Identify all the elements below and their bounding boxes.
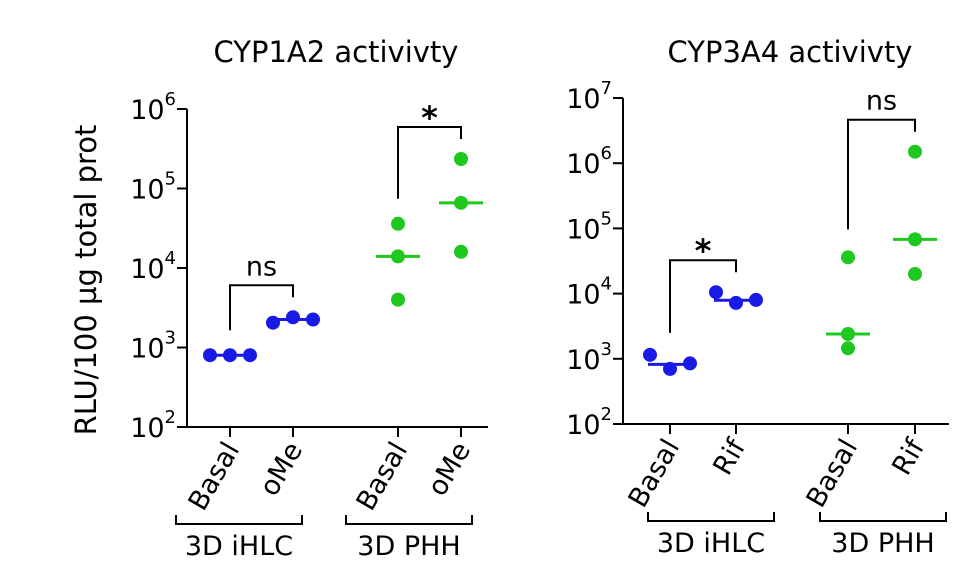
tick-base: 10 <box>566 214 600 245</box>
y-axis-label: RLU/100 µg total prot <box>69 125 103 436</box>
tick-base: 10 <box>130 413 164 444</box>
tick-base: 10 <box>130 95 164 126</box>
group-label: 3D PHH <box>357 531 460 562</box>
x-category-label: oMe <box>254 437 309 501</box>
y-tick-label: 103 <box>566 339 612 376</box>
significance-bracket <box>229 284 294 331</box>
x-category-label: Basal <box>623 434 686 513</box>
tick-base: 10 <box>566 280 600 311</box>
data-point <box>454 244 468 259</box>
data-point <box>286 310 300 325</box>
significance-label: * <box>695 232 712 270</box>
significance-label: ns <box>246 251 277 282</box>
data-point <box>729 295 743 310</box>
y-tick-label: 102 <box>130 407 176 444</box>
y-tick-label: 104 <box>566 274 612 311</box>
y-tick-label: 106 <box>130 89 176 126</box>
group-label: 3D iHLC <box>185 531 293 562</box>
data-point <box>709 285 723 300</box>
data-point <box>908 144 922 159</box>
group-bracket <box>345 515 473 525</box>
significance-bracket <box>847 118 916 230</box>
group-bracket <box>647 512 775 522</box>
data-point <box>391 292 405 307</box>
tick-exponent: 2 <box>601 404 612 425</box>
data-point <box>841 250 855 265</box>
x-category-label: Rif <box>886 433 931 481</box>
tick-exponent: 2 <box>165 407 176 428</box>
data-point <box>454 152 468 167</box>
significance-label: * <box>421 99 438 137</box>
data-point <box>266 315 280 330</box>
tick-base: 10 <box>566 149 600 180</box>
x-category-label: Rif <box>707 433 752 481</box>
x-category-label: oMe <box>422 437 477 501</box>
tick-base: 10 <box>130 254 164 285</box>
group-bracket <box>819 512 947 522</box>
y-tick-label: 102 <box>566 404 612 441</box>
tick-base: 10 <box>566 345 600 376</box>
group-bracket <box>175 515 303 525</box>
cyp1a2-panel: CYP1A2 activivty RLU/100 µg total prot 1… <box>69 35 488 562</box>
significance-bracket <box>669 259 737 333</box>
significance-label: ns <box>866 86 897 117</box>
x-category-label: Basal <box>183 437 246 516</box>
data-point <box>908 266 922 281</box>
data-point <box>391 216 405 231</box>
significance-bracket <box>397 126 462 199</box>
data-point <box>643 347 657 362</box>
group-label: 3D iHLC <box>657 528 765 559</box>
y-tick-label: 104 <box>130 248 176 285</box>
data-point <box>841 341 855 356</box>
tick-exponent: 7 <box>601 78 612 99</box>
tick-exponent: 3 <box>601 339 612 360</box>
tick-exponent: 5 <box>165 169 176 190</box>
cyp3a4-title: CYP3A4 activivty <box>668 35 913 69</box>
tick-base: 10 <box>130 175 164 206</box>
cyp1a2-title: CYP1A2 activivty <box>214 35 459 69</box>
y-tick-label: 105 <box>566 208 612 245</box>
tick-base: 10 <box>566 410 600 441</box>
tick-base: 10 <box>130 334 164 365</box>
x-category-label: Basal <box>351 437 414 516</box>
tick-exponent: 3 <box>165 328 176 349</box>
y-tick-label: 106 <box>566 143 612 180</box>
group-label: 3D PHH <box>831 528 934 559</box>
tick-exponent: 4 <box>601 274 612 295</box>
tick-exponent: 6 <box>601 143 612 164</box>
tick-exponent: 4 <box>165 248 176 269</box>
cyp3a4-panel: CYP3A4 activivty 102103104105106107Basal… <box>566 35 949 559</box>
tick-exponent: 5 <box>601 208 612 229</box>
y-tick-label: 105 <box>130 169 176 206</box>
tick-exponent: 6 <box>165 89 176 110</box>
x-category-label: Basal <box>801 434 864 513</box>
y-tick-label: 107 <box>566 78 612 115</box>
y-tick-label: 103 <box>130 328 176 365</box>
tick-base: 10 <box>566 84 600 115</box>
